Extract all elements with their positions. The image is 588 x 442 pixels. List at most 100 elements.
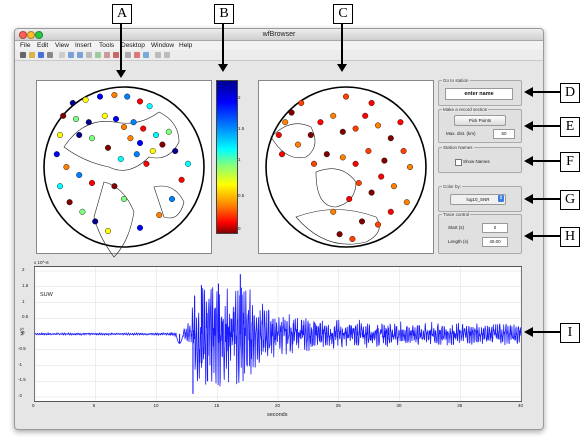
station-marker[interactable] <box>358 218 365 225</box>
station-marker[interactable] <box>406 163 413 170</box>
station-marker[interactable] <box>69 100 76 107</box>
station-marker[interactable] <box>79 208 86 215</box>
menu-desktop[interactable]: Desktop <box>121 42 145 49</box>
station-marker[interactable] <box>82 96 89 103</box>
station-marker[interactable] <box>387 135 394 142</box>
zoom-out-icon[interactable] <box>77 52 83 58</box>
save-icon[interactable] <box>38 52 44 58</box>
station-marker[interactable] <box>362 112 369 119</box>
station-marker[interactable] <box>178 176 185 183</box>
station-marker[interactable] <box>133 151 140 158</box>
close-window-button[interactable] <box>19 31 27 39</box>
station-marker[interactable] <box>111 183 118 190</box>
menu-window[interactable]: Window <box>151 42 175 49</box>
minimize-window-button[interactable] <box>27 31 35 39</box>
station-marker[interactable] <box>104 144 111 151</box>
station-marker[interactable] <box>378 173 385 180</box>
station-marker[interactable] <box>85 119 92 126</box>
colorbar-icon[interactable] <box>134 52 140 58</box>
show-names-checkbox[interactable] <box>455 159 462 166</box>
station-marker[interactable] <box>184 160 191 167</box>
station-marker[interactable] <box>275 132 282 139</box>
station-marker[interactable] <box>146 103 153 110</box>
start-input[interactable]: 0 <box>482 223 508 233</box>
station-marker[interactable] <box>127 135 134 142</box>
station-marker[interactable] <box>390 183 397 190</box>
station-marker[interactable] <box>156 211 163 218</box>
menu-edit[interactable]: Edit <box>37 42 49 49</box>
brush-icon[interactable] <box>113 52 119 58</box>
station-marker[interactable] <box>374 122 381 129</box>
station-marker[interactable] <box>298 100 305 107</box>
station-marker[interactable] <box>140 125 147 132</box>
station-marker[interactable] <box>66 199 73 206</box>
pan-icon[interactable] <box>86 52 92 58</box>
station-marker[interactable] <box>149 147 156 154</box>
station-marker[interactable] <box>60 112 67 119</box>
station-name-input[interactable]: enter name <box>445 88 513 100</box>
station-marker[interactable] <box>336 231 343 238</box>
station-marker[interactable] <box>143 160 150 167</box>
zoom-in-icon[interactable] <box>68 52 74 58</box>
station-marker[interactable] <box>288 109 295 116</box>
pointer-icon[interactable] <box>59 52 65 58</box>
station-marker[interactable] <box>279 151 286 158</box>
legend-icon[interactable] <box>143 52 149 58</box>
show-tools-icon[interactable] <box>164 52 170 58</box>
station-marker[interactable] <box>57 183 64 190</box>
station-marker[interactable] <box>76 171 83 178</box>
station-marker[interactable] <box>352 125 359 132</box>
station-marker[interactable] <box>317 119 324 126</box>
station-marker[interactable] <box>330 208 337 215</box>
station-marker[interactable] <box>89 135 96 142</box>
station-marker[interactable] <box>295 141 302 148</box>
menu-file[interactable]: File <box>20 42 31 49</box>
station-marker[interactable] <box>342 93 349 100</box>
max-dist-input[interactable]: 50 <box>493 129 515 139</box>
data-cursor-icon[interactable] <box>104 52 110 58</box>
zoom-window-button[interactable] <box>35 31 43 39</box>
color-by-select[interactable]: log10_SNR <box>450 194 506 205</box>
station-marker[interactable] <box>397 119 404 126</box>
open-file-icon[interactable] <box>29 52 35 58</box>
station-marker[interactable] <box>136 98 143 105</box>
station-marker[interactable] <box>136 140 143 147</box>
hide-tools-icon[interactable] <box>155 52 161 58</box>
globe-map-right[interactable] <box>259 81 433 253</box>
station-marker[interactable] <box>355 179 362 186</box>
waveform-plot[interactable] <box>34 266 522 402</box>
station-marker[interactable] <box>311 160 318 167</box>
station-marker[interactable] <box>152 132 159 139</box>
station-marker[interactable] <box>339 154 346 161</box>
pick-points-button[interactable]: Pick Points <box>454 115 506 126</box>
station-marker[interactable] <box>172 147 179 154</box>
station-marker[interactable] <box>89 179 96 186</box>
globe-map-left[interactable] <box>37 81 211 258</box>
station-marker[interactable] <box>57 132 64 139</box>
rotate-icon[interactable] <box>95 52 101 58</box>
station-marker[interactable] <box>323 151 330 158</box>
station-marker[interactable] <box>112 116 119 123</box>
station-marker[interactable] <box>136 224 143 231</box>
station-marker[interactable] <box>168 195 175 202</box>
station-marker[interactable] <box>53 151 60 158</box>
menu-view[interactable]: View <box>55 42 69 49</box>
station-marker[interactable] <box>124 93 131 100</box>
station-marker[interactable] <box>117 155 124 162</box>
station-marker[interactable] <box>349 235 356 242</box>
station-marker[interactable] <box>330 112 337 119</box>
station-marker[interactable] <box>374 221 381 228</box>
station-marker[interactable] <box>101 112 108 119</box>
station-marker[interactable] <box>365 147 372 154</box>
station-marker[interactable] <box>120 124 127 131</box>
station-marker[interactable] <box>92 218 99 225</box>
menu-tools[interactable]: Tools <box>99 42 115 49</box>
station-marker[interactable] <box>130 119 137 126</box>
link-icon[interactable] <box>125 52 131 58</box>
station-marker[interactable] <box>120 195 127 202</box>
station-marker[interactable] <box>63 163 70 170</box>
new-figure-icon[interactable] <box>20 52 26 58</box>
dropdown-arrows-icon[interactable]: ⇕ <box>498 195 504 202</box>
station-marker[interactable] <box>368 100 375 107</box>
station-marker[interactable] <box>387 208 394 215</box>
